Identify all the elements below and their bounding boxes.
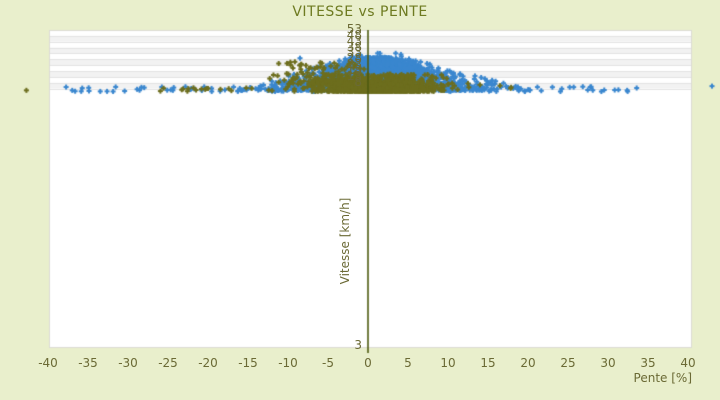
chart-title: VITESSE vs PENTE: [292, 4, 428, 20]
y-tick-label: 18: [346, 63, 362, 78]
x-tick-label: 25: [560, 356, 576, 370]
y-tick-label: 23: [346, 57, 362, 72]
y-tick-label: 48: [346, 27, 362, 42]
x-tick-label: 10: [440, 356, 456, 370]
y-tick-label: 3: [354, 338, 362, 352]
x-tick-label: -5: [322, 356, 334, 370]
x-tick-label: -40: [38, 356, 58, 370]
x-tick-label: -35: [78, 356, 98, 370]
x-tick-label: 35: [640, 356, 656, 370]
x-tick-label: -25: [158, 356, 178, 370]
x-tick-label: 20: [520, 356, 536, 370]
y-tick-label: 8: [354, 74, 362, 89]
x-tick-label: 5: [404, 356, 412, 370]
y-tick-label: 13: [346, 68, 362, 83]
x-tick-label: 15: [480, 356, 496, 370]
y-tick-label: 53: [346, 22, 362, 36]
x-tick-label: -30: [118, 356, 138, 370]
y-tick-label: 43: [346, 33, 362, 48]
y-tick-label: 38: [346, 39, 362, 54]
y-tick-label: 33: [346, 45, 362, 60]
x-tick-label: -20: [198, 356, 218, 370]
x-axis-title: Pente [%]: [633, 371, 692, 385]
x-tick-label: -10: [278, 356, 298, 370]
y-axis-title: Vitesse [km/h]: [338, 197, 352, 285]
x-tick-label: 40: [680, 356, 696, 370]
x-tick-label: 30: [600, 356, 616, 370]
x-tick-label: -15: [238, 356, 258, 370]
x-tick-label: 0: [364, 356, 372, 370]
y-tick-label: 28: [346, 51, 362, 66]
